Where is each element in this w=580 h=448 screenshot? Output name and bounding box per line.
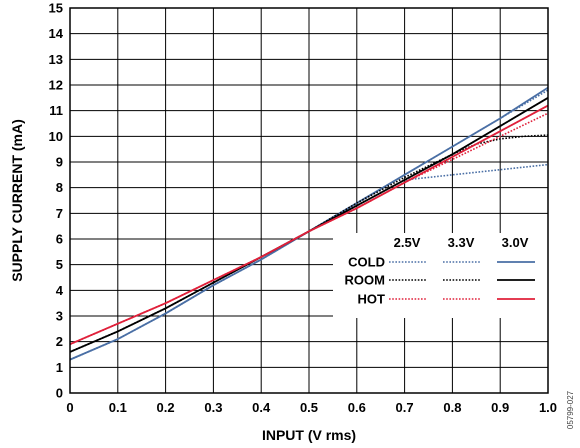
y-tick-label: 7 [56, 206, 63, 221]
y-tick-label: 1 [56, 360, 63, 375]
x-tick-label: 0.4 [252, 400, 271, 415]
x-tick-label: 0.5 [300, 400, 318, 415]
y-tick-label: 11 [49, 103, 63, 118]
plot-frame [69, 7, 549, 394]
x-tick-label: 0 [66, 400, 73, 415]
y-tick-label: 10 [49, 129, 63, 144]
series-line-room-2p5v [69, 134, 549, 353]
x-tick-label: 0.2 [157, 400, 175, 415]
y-tick-label: 0 [56, 386, 63, 401]
legend-row-label: HOT [358, 292, 386, 307]
y-tick-label: 2 [56, 334, 63, 349]
y-tick-label: 15 [49, 1, 63, 16]
tick-labels: 0 0.1 0.2 0.3 0.4 0.5 0.6 0.7 0.8 0.9 1.0012345678… [49, 1, 558, 416]
legend: 2.5V 3.3V 3.0V COLD ROOM HOT [345, 235, 535, 307]
legend-column-header: 3.0V [502, 235, 529, 250]
figure-code: 05799-027 [566, 390, 575, 429]
y-axis-title: SUPPLY CURRENT (mA) [9, 119, 25, 282]
y-tick-label: 13 [49, 52, 63, 67]
y-tick-label: 6 [56, 232, 63, 247]
legend-column-header: 2.5V [394, 235, 421, 250]
x-tick-label: 0.8 [443, 400, 461, 415]
x-tick-label: 0.9 [491, 400, 509, 415]
x-tick-label: 1.0 [539, 400, 557, 415]
legend-background [333, 233, 548, 318]
y-tick-label: 8 [56, 180, 63, 195]
legend-row-label: ROOM [345, 273, 385, 288]
x-tick-label: 0.3 [204, 400, 222, 415]
y-tick-label: 5 [56, 257, 63, 272]
series-line-hot-3p0v [69, 104, 549, 346]
y-tick-label: 14 [49, 26, 64, 41]
y-tick-label: 12 [49, 78, 63, 93]
legend-column-header: 3.3V [448, 235, 475, 250]
x-tick-label: 0.7 [396, 400, 414, 415]
y-tick-label: 3 [56, 309, 63, 324]
legend-row-label: COLD [348, 255, 385, 270]
x-tick-label: 0.6 [348, 400, 366, 415]
y-tick-label: 9 [56, 155, 63, 170]
x-tick-label: 0.1 [109, 400, 127, 415]
x-axis-title: INPUT (V rms) [262, 427, 356, 443]
series-group [69, 86, 549, 361]
y-tick-label: 4 [56, 283, 64, 298]
